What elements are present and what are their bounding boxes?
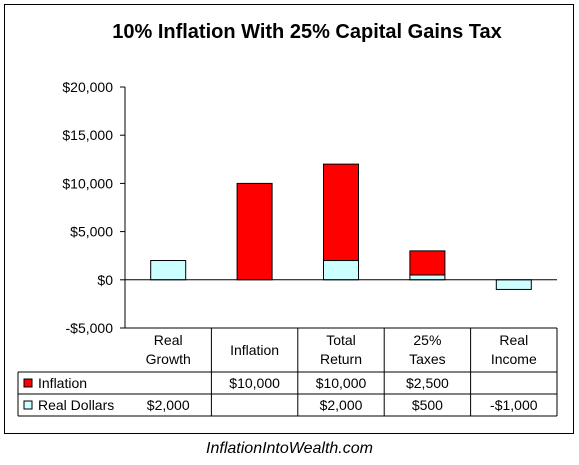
bar-inflation [409, 250, 446, 276]
bar-real-dollars [150, 260, 187, 281]
legend-label: Real Dollars [38, 397, 114, 413]
y-tick-label: $0 [97, 272, 113, 288]
legend-key-inflation [23, 378, 33, 388]
data-label: $2,000 [320, 397, 363, 413]
x-tick-label: Income [491, 351, 537, 367]
y-tick-label: $5,000 [70, 224, 113, 240]
x-tick-label: Real [499, 332, 528, 348]
x-tick-label: Real [154, 332, 183, 348]
bar-real-dollars [409, 274, 446, 281]
bar-real-dollars [323, 260, 359, 281]
data-label: $10,000 [229, 375, 280, 391]
footer-site: InflationIntoWealth.com [206, 440, 373, 457]
data-label: $10,000 [316, 375, 367, 391]
x-tick-label: Inflation [230, 342, 279, 358]
x-tick-label: Return [320, 351, 362, 367]
bar-inflation [323, 163, 359, 262]
legend-key-real-dollars [23, 400, 33, 410]
x-tick-label: Total [326, 332, 356, 348]
y-tick-label: $15,000 [62, 127, 113, 143]
y-tick-label: $10,000 [62, 175, 113, 191]
bar-real-dollars [495, 279, 532, 290]
data-label: -$1,000 [490, 397, 538, 413]
chart-title: 10% Inflation With 25% Capital Gains Tax [112, 21, 502, 43]
x-tick-label: Taxes [409, 351, 446, 367]
data-label: $2,000 [147, 397, 190, 413]
y-tick-label: $20,000 [62, 79, 113, 95]
x-tick-label: 25% [413, 332, 441, 348]
legend-label: Inflation [38, 375, 87, 391]
x-tick-label: Growth [146, 351, 191, 367]
data-label: $500 [412, 397, 443, 413]
y-tick-label: -$5,000 [66, 320, 114, 336]
chart-frame [4, 4, 574, 434]
bar-inflation [236, 182, 273, 281]
data-label: $2,500 [406, 375, 449, 391]
